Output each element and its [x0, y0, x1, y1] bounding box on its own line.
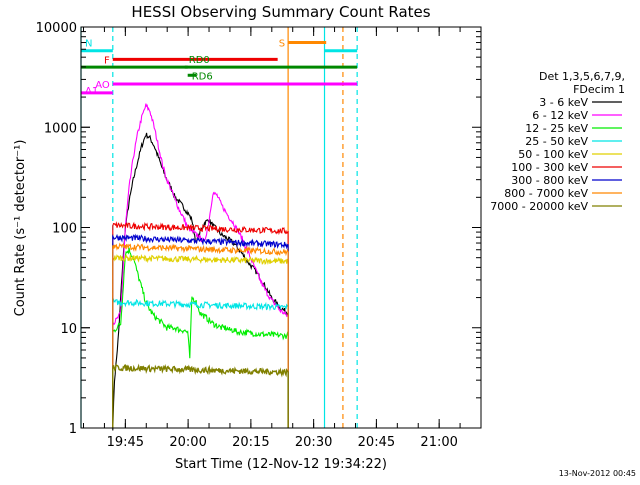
legend-label: 6 - 12 keV [532, 109, 588, 122]
series-line [112, 297, 289, 429]
y-tick-label: 1000 [44, 121, 77, 136]
series-line [112, 221, 289, 429]
x-axis-label: Start Time (12-Nov-12 19:34:22) [175, 457, 387, 472]
x-tick-label: 20:15 [232, 435, 269, 450]
y-tick-label: 10 [60, 322, 77, 337]
flag-label: S [279, 39, 285, 50]
legend-label: 800 - 7000 keV [504, 187, 588, 200]
flag-label: RD6 [192, 71, 213, 82]
y-tick-label: 1 [69, 422, 77, 437]
legend-label: 300 - 800 keV [511, 174, 588, 187]
flag-label: AO [95, 80, 110, 91]
footer-timestamp: 13-Nov-2012 00:45 [559, 469, 636, 478]
series-line [112, 233, 289, 429]
legend-header-line-2: FDecim 1 [573, 83, 625, 96]
legend-label: 3 - 6 keV [539, 96, 588, 109]
series-line [112, 253, 289, 429]
series-line [112, 363, 289, 429]
flag-label: A1 [85, 86, 98, 97]
series-line [112, 247, 289, 429]
x-tick-label: 20:30 [295, 435, 332, 450]
x-tick-label: 20:00 [169, 435, 206, 450]
legend-label: 100 - 300 keV [511, 161, 588, 174]
x-tick-label: 19:45 [107, 435, 144, 450]
x-tick-label: 20:45 [358, 435, 395, 450]
flag-label: RD0 [189, 55, 210, 66]
y-axis-label: Count Rate (s⁻¹ detector⁻¹) [13, 140, 28, 317]
legend-label: 50 - 100 keV [518, 148, 588, 161]
legend-label: 12 - 25 keV [525, 122, 588, 135]
chart-title: HESSI Observing Summary Count Rates [131, 3, 430, 21]
flag-label: N [85, 39, 92, 50]
legend-label: 25 - 50 keV [525, 135, 588, 148]
y-tick-label: 10000 [36, 21, 77, 36]
y-tick-label: 100 [52, 222, 77, 237]
legend-header-line-1: Det 1,3,5,6,7,9, [539, 70, 625, 83]
legend-label: 7000 - 20000 keV [490, 200, 588, 213]
x-tick-label: 21:00 [420, 435, 457, 450]
series-line [112, 242, 289, 429]
flag-label: F [104, 55, 110, 66]
